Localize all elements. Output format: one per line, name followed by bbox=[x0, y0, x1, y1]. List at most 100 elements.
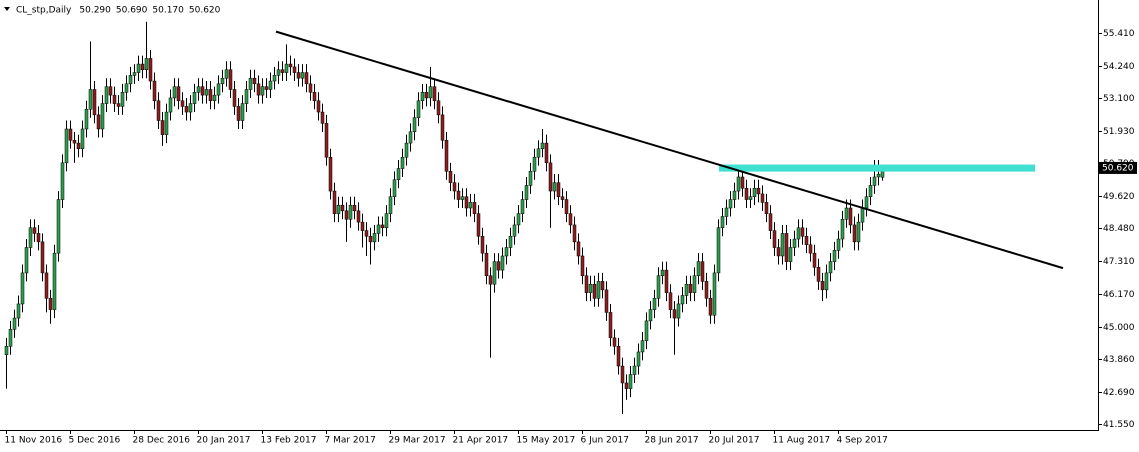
candle-body bbox=[828, 261, 833, 274]
candle-body bbox=[708, 298, 713, 316]
candle-body bbox=[468, 202, 473, 209]
candle-body bbox=[252, 77, 257, 85]
candle-body bbox=[240, 103, 245, 121]
candle-body bbox=[340, 204, 345, 212]
candle-body bbox=[780, 233, 785, 257]
candle-body bbox=[304, 72, 309, 85]
candle-body bbox=[588, 283, 593, 293]
last-price-tag bbox=[1099, 161, 1137, 174]
x-tick-label: 20 Jul 2017 bbox=[709, 436, 760, 446]
candle-body bbox=[96, 114, 101, 130]
candle-body bbox=[668, 292, 673, 310]
candle-body bbox=[300, 72, 305, 79]
candle-body bbox=[176, 86, 181, 102]
candle-body bbox=[540, 142, 545, 149]
candle-body bbox=[528, 171, 533, 186]
candle-body bbox=[372, 233, 377, 243]
candle-body bbox=[548, 162, 553, 192]
candle-body bbox=[56, 199, 61, 254]
candle-body bbox=[688, 283, 693, 293]
candle-body bbox=[804, 235, 809, 245]
candle-body bbox=[388, 196, 393, 214]
candle-body bbox=[192, 92, 197, 104]
symbol-title: CL_stp,Daily bbox=[16, 6, 72, 16]
candle-body bbox=[172, 86, 177, 99]
last-price-label: 50.620 bbox=[1102, 163, 1134, 173]
y-tick-label: 43.860 bbox=[1103, 355, 1135, 365]
candle-body bbox=[716, 227, 721, 274]
candle-body bbox=[824, 272, 829, 291]
candle-body bbox=[596, 281, 601, 299]
candle-body bbox=[368, 235, 373, 243]
x-tick-label: 29 Mar 2017 bbox=[389, 436, 446, 446]
candle-body bbox=[816, 267, 821, 282]
candle-body bbox=[60, 162, 65, 200]
candle-body bbox=[412, 117, 417, 133]
candle-body bbox=[272, 75, 277, 82]
candle-body bbox=[324, 123, 329, 158]
candle-body bbox=[796, 227, 801, 240]
candle-body bbox=[136, 63, 141, 73]
candle-body bbox=[260, 86, 265, 96]
candle-body bbox=[108, 86, 113, 96]
candle-body bbox=[732, 190, 737, 200]
candle-body bbox=[684, 283, 689, 296]
candle-body bbox=[744, 188, 749, 200]
candle-body bbox=[500, 255, 505, 271]
candle-body bbox=[124, 83, 129, 93]
candle-body bbox=[488, 275, 493, 285]
candle-body bbox=[16, 303, 21, 319]
candle-body bbox=[532, 156, 537, 172]
candle-body bbox=[140, 63, 145, 70]
y-tick-label: 48.480 bbox=[1103, 224, 1135, 234]
candle-body bbox=[224, 69, 229, 79]
candle-body bbox=[100, 103, 105, 130]
candle-body bbox=[360, 221, 365, 231]
candle-body bbox=[428, 86, 433, 99]
candle-body bbox=[364, 230, 369, 237]
candle-body bbox=[144, 58, 149, 70]
candle-body bbox=[520, 199, 525, 214]
candle-body bbox=[820, 281, 825, 291]
candle-body bbox=[700, 261, 705, 282]
candle-body bbox=[692, 275, 697, 293]
x-tick-label: 21 Apr 2017 bbox=[453, 436, 509, 446]
candle-body bbox=[752, 188, 757, 197]
header-value: 50.290 bbox=[79, 6, 111, 16]
candle-body bbox=[760, 193, 765, 203]
candle-body bbox=[132, 72, 137, 76]
x-tick-label: 15 May 2017 bbox=[517, 436, 576, 446]
candle-body bbox=[284, 63, 289, 73]
y-tick-label: 54.240 bbox=[1103, 62, 1135, 72]
header-value: 50.690 bbox=[116, 6, 148, 16]
candle-body bbox=[460, 196, 465, 200]
candle-body bbox=[840, 219, 845, 240]
candle-body bbox=[712, 272, 717, 316]
candle-body bbox=[444, 140, 449, 172]
candle-body bbox=[292, 66, 297, 73]
candle-body bbox=[20, 272, 25, 305]
candle-body bbox=[620, 365, 625, 384]
x-tick-label: 28 Dec 2016 bbox=[133, 436, 191, 446]
candle-body bbox=[728, 199, 733, 209]
candle-body bbox=[768, 213, 773, 231]
candle-body bbox=[740, 176, 745, 189]
resistance-zone bbox=[719, 164, 1035, 172]
candle-body bbox=[120, 92, 125, 107]
candle-body bbox=[424, 92, 429, 99]
candle-body bbox=[564, 199, 569, 214]
y-tick-label: 53.100 bbox=[1103, 94, 1135, 104]
candle-body bbox=[348, 204, 353, 220]
candle-body bbox=[396, 168, 401, 181]
candle-body bbox=[464, 196, 469, 209]
candle-body bbox=[384, 213, 389, 229]
candle-body bbox=[632, 365, 637, 375]
candle-body bbox=[656, 275, 661, 299]
candle-body bbox=[276, 69, 281, 76]
candle-body bbox=[28, 227, 33, 248]
candle-body bbox=[52, 252, 57, 310]
candle-body bbox=[376, 224, 381, 234]
candle-body bbox=[616, 346, 621, 367]
menu-triangle bbox=[4, 7, 10, 11]
